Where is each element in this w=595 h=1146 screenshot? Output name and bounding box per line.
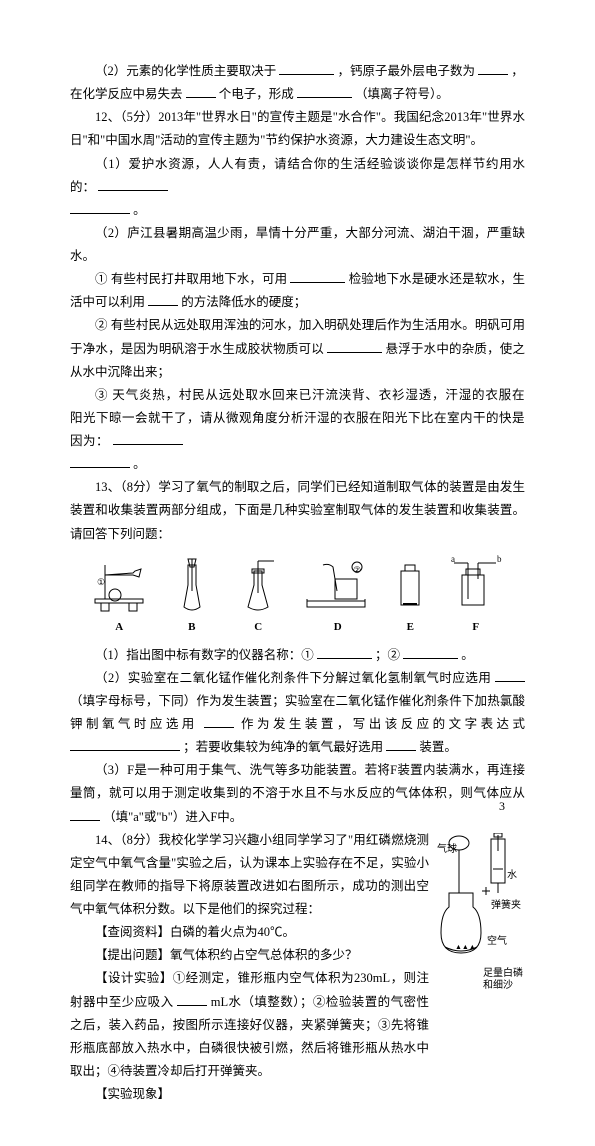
circ1-label: ① [97, 577, 105, 587]
text: 在化学反应中易失去 [70, 87, 183, 101]
page-number: 3 [499, 799, 505, 814]
lbl-clip: 弹簧夹 [491, 899, 581, 913]
text: ；若要收集较为纯净的氧气最好选用 [183, 740, 383, 754]
q12-i1: ① 有些村民打井取用地下水，可用 检验地下水是硬水还是软水，生活中可以利用 的方… [70, 268, 525, 314]
text: 。 [133, 203, 146, 217]
lbl-p2: 和细沙 [483, 979, 573, 993]
label-c: C [254, 617, 262, 637]
svg-text:a: a [451, 555, 455, 564]
apparatus-a-icon: ① [91, 555, 147, 613]
text: ， [511, 64, 524, 78]
q14-obs: 【实验现象】 [70, 1083, 525, 1106]
apparatus-c: C [236, 555, 280, 637]
text: （2）实验室在二氧化锰作催化剂条件下分解过氧化氢制氧气时应选用 [95, 671, 491, 685]
text: （填"a"或"b"）进入F中。 [103, 810, 242, 824]
text: ，钙原子最外层电子数为 [338, 64, 476, 78]
side-labels: 气球 水 弹簧夹 空气 足量白磷 和细沙 [435, 971, 525, 1055]
q14-side-diagram: ▲▲▲ 气球 水 弹簧夹 空气 足量白磷 和细沙 [435, 833, 525, 1055]
text: 作为发生装置，写出该反应的文字表达式 [241, 717, 525, 731]
text: ① 有些村民打井取用地下水，可用 [95, 272, 287, 286]
blank [290, 270, 345, 284]
blank [70, 738, 180, 752]
q12-p1: （1）爱护水资源，人人有责，请结合你的生活经验谈谈你是怎样节约用水的： [70, 153, 525, 199]
lbl-air: 空气 [487, 935, 577, 949]
q13-q1: （1）指出图中标有数字的仪器名称：① ；② 。 [70, 644, 525, 667]
blank [70, 200, 130, 214]
blank [204, 715, 234, 729]
q13-q2: （2）实验室在二氧化锰作催化剂条件下分解过氧化氢制氧气时应选用 （填字母标号，下… [70, 667, 525, 760]
blank [327, 339, 382, 353]
text: （3）F是一种可用于集气、洗气等多功能装置。若将F装置内装满水，再连接量筒，就可… [70, 763, 525, 800]
q12-i3end: 。 [70, 453, 525, 476]
q12-p2: （2）庐江县暑期高温少雨，旱情十分严重，大部分河流、湖泊干涸，严重缺水。 [70, 222, 525, 268]
q12-i2: ② 有些村民从远处取用浑浊的河水，加入明矾处理后作为生活用水。明矾可用于净水，是… [70, 314, 525, 383]
label-a: A [115, 617, 123, 637]
blank [403, 645, 458, 659]
q13-head: 13、（8分）学习了氧气的制取之后，同学们已经知道制取气体的装置是由发生装置和收… [70, 476, 525, 545]
apparatus-diagram: ① A B C [80, 558, 515, 638]
blank [279, 62, 334, 76]
blank [386, 738, 416, 752]
apparatus-f: a b F [448, 555, 504, 637]
blank [317, 645, 372, 659]
svg-text:▲▲▲: ▲▲▲ [455, 943, 476, 951]
text: 。 [461, 648, 474, 662]
blank [70, 807, 100, 821]
text: （2）元素的化学性质主要取决于 [95, 64, 276, 78]
text: 个电子，形成 [219, 87, 294, 101]
label-f: F [472, 617, 479, 637]
label-e: E [407, 617, 414, 637]
apparatus-c-icon [236, 555, 280, 613]
label-b: B [188, 617, 195, 637]
blank [98, 177, 168, 191]
q12-p1end: 。 [70, 199, 525, 222]
blank [113, 432, 183, 446]
q13-q3: （3）F是一种可用于集气、洗气等多功能装置。若将F装置内装满水，再连接量筒，就可… [70, 759, 525, 828]
blank [70, 455, 130, 469]
blank [177, 992, 207, 1006]
apparatus-b-icon [170, 555, 214, 613]
blank [297, 85, 352, 99]
text: （1）指出图中标有数字的仪器名称：① [95, 648, 314, 662]
apparatus-a: ① A [91, 555, 147, 637]
text: （填离子符号）。 [355, 87, 449, 101]
apparatus-d-icon: ② [303, 555, 373, 613]
q12-head: 12、（5分）2013年"世界水日"的宣传主题是"水合作"。我国纪念2013年"… [70, 106, 525, 152]
text: 的方法降低水的硬度； [181, 295, 306, 309]
text: 装置。 [419, 740, 457, 754]
page-content: （2）元素的化学性质主要取决于 ，钙原子最外层电子数为 ， 在化学反应中易失去 … [0, 0, 595, 1146]
q11-line3: 在化学反应中易失去 个电子，形成 （填离子符号）。 [70, 83, 525, 106]
apparatus-d: ② D [303, 555, 373, 637]
text: ；② [375, 648, 400, 662]
blank [186, 85, 216, 99]
svg-text:b: b [497, 555, 502, 564]
lbl-water: 水 [507, 869, 595, 883]
label-d: D [334, 617, 342, 637]
blank [148, 293, 178, 307]
apparatus-f-icon: a b [448, 555, 504, 613]
q11-line2: （2）元素的化学性质主要取决于 ，钙原子最外层电子数为 ， [70, 60, 525, 83]
text: 。 [133, 457, 146, 471]
blank [478, 62, 508, 76]
q12-i3: ③ 天气炎热，村民从远处取水回来已汗流浃背、衣衫湿透，汗湿的衣服在阳光下晾一会就… [70, 384, 525, 453]
apparatus-b: B [170, 555, 214, 637]
lbl-balloon: 气球 [437, 843, 527, 857]
blank [495, 668, 525, 682]
apparatus-e: E [395, 555, 425, 637]
circ2-label: ② [353, 565, 361, 575]
apparatus-e-icon [395, 555, 425, 613]
